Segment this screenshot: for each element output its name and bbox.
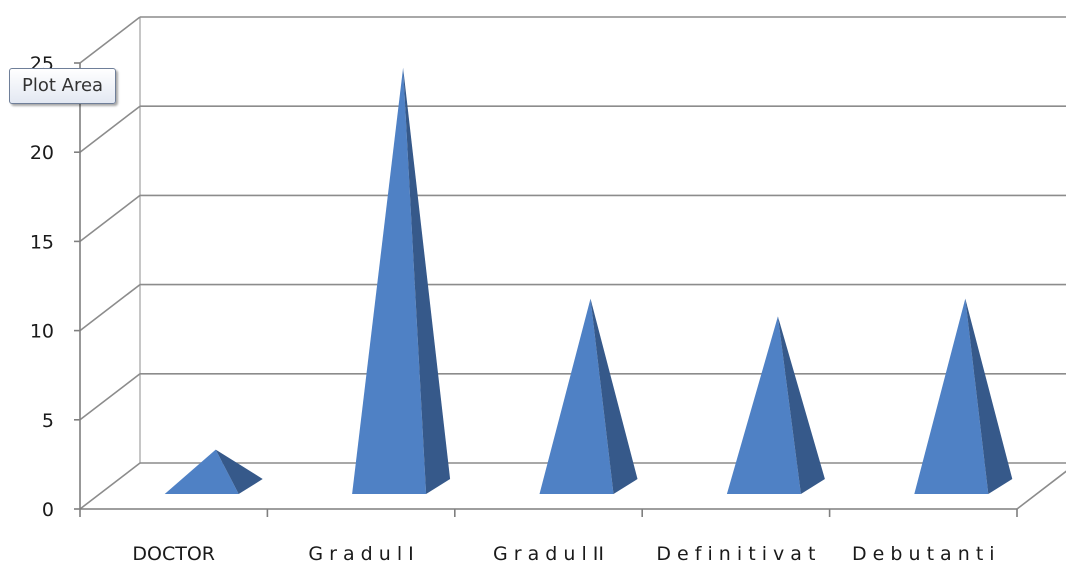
pyramid-bar[interactable] <box>914 298 1013 494</box>
gridline-wall <box>79 105 141 153</box>
y-tick-label: 20 <box>30 142 54 164</box>
y-tick-label: 15 <box>30 231 54 253</box>
gridline-wall <box>79 373 141 421</box>
pyramid-side-face[interactable] <box>590 298 638 494</box>
floor-edge <box>1016 470 1066 510</box>
x-tick-label: G r a d u l II <box>493 543 604 564</box>
x-axis-ticks: DOCTOR G r a d u l I G r a d u l II D e f i… <box>132 543 994 564</box>
x-tick-label: D e b u t a n t i <box>852 543 995 564</box>
pyramid-side-face[interactable] <box>403 67 451 494</box>
gridline-wall <box>79 283 141 332</box>
pyramid-bar[interactable] <box>726 316 825 494</box>
x-tick-label: G r a d u l I <box>308 543 413 564</box>
pyramid-side-face[interactable] <box>215 449 263 494</box>
y-tick-label: 0 <box>42 499 54 521</box>
pyramid-front-face[interactable] <box>352 67 427 494</box>
pyramid-front-face[interactable] <box>164 449 239 494</box>
gridline-wall <box>79 194 141 243</box>
x-tick-label: DOCTOR <box>132 543 215 564</box>
gridlines <box>79 16 1066 510</box>
y-tick-label: 10 <box>30 321 54 343</box>
pyramid-bar[interactable] <box>164 449 263 494</box>
plot-area-tooltip: Plot Area <box>9 68 117 104</box>
gridline-wall <box>79 16 141 64</box>
pyramid-bar[interactable] <box>352 67 451 494</box>
y-tick-label: 5 <box>42 410 54 432</box>
pyramid-side-face[interactable] <box>777 316 825 494</box>
pyramid-front-face[interactable] <box>914 298 989 494</box>
pyramid-front-face[interactable] <box>539 298 614 494</box>
gridline-wall <box>79 462 141 510</box>
pyramid-series[interactable] <box>164 67 1013 494</box>
pyramid-front-face[interactable] <box>726 316 801 494</box>
x-tick-label: D e f i n i t i v a t <box>656 543 815 564</box>
pyramid-side-face[interactable] <box>965 298 1013 494</box>
axes <box>74 62 1018 517</box>
pyramid-bar[interactable] <box>539 298 638 494</box>
